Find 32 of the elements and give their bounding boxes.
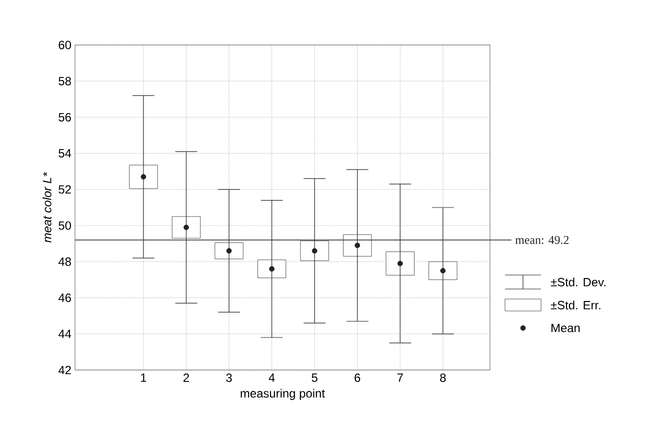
y-tick-label: 50 [58,221,72,230]
x-tick-label: 8 [440,374,446,382]
point [184,224,189,230]
y-tick-label: 48 [58,257,71,266]
y-tick-label: 60 [58,40,72,50]
ref-line-label: mean: 49.2 [515,236,569,244]
y-tick-label: 42 [58,366,71,374]
x-axis-title: measuring point [240,388,325,400]
y-tick-label: 58 [58,76,71,86]
x-tick-label: 4 [268,374,275,382]
x-tick-label: 1 [141,374,146,382]
point [226,248,232,254]
x-tick-label: 6 [354,374,360,382]
legend-label: Mean [552,324,580,332]
y-tick-label: 54 [58,149,72,158]
point [397,260,403,266]
x-tick-label: 5 [312,374,318,382]
y-tick-label: 56 [58,112,71,122]
y-tick-label: 44 [58,330,72,338]
y-tick-label: 52 [58,185,71,194]
y-axis-title: meat color L* [42,172,52,243]
point [312,248,318,254]
text: ±Std. Dev. [550,278,606,286]
point [140,174,146,180]
point [269,266,274,272]
x-tick-label: 2 [184,374,189,382]
point [354,242,360,248]
x-tick-label: 3 [226,374,232,382]
y-tick-label: 46 [58,294,71,302]
point [440,268,446,274]
legend-label: ±Std. Err. [550,300,600,310]
x-tick-label: 7 [397,374,403,382]
